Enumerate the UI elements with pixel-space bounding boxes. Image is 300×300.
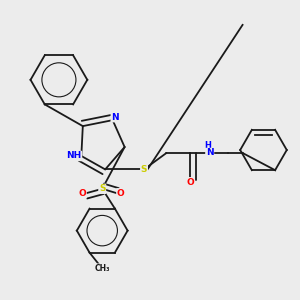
Text: O: O [117, 189, 124, 198]
Text: S: S [99, 184, 106, 193]
Text: NH: NH [66, 152, 82, 160]
Text: N: N [111, 113, 119, 122]
Text: H: H [204, 141, 211, 150]
Text: CH₃: CH₃ [94, 264, 110, 273]
Text: O: O [186, 178, 194, 187]
Text: N: N [206, 148, 214, 158]
Text: O: O [78, 189, 86, 198]
Text: S: S [141, 165, 147, 174]
